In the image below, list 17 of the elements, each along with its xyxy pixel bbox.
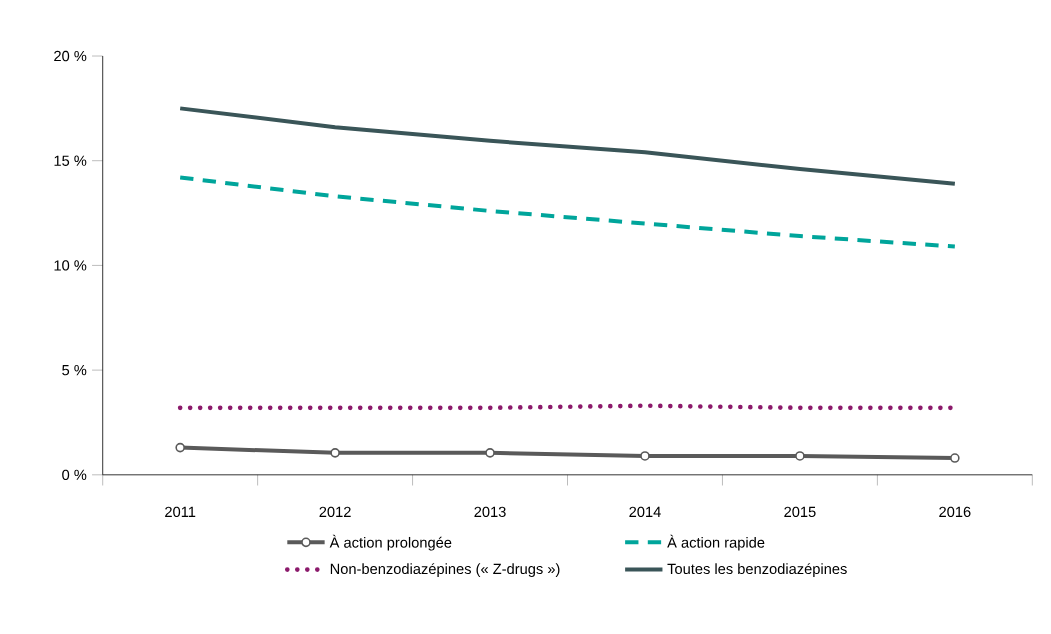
x-tick-label: 2011 [165,506,196,518]
legend-label: À action rapide [667,535,765,551]
x-tick-label: 2013 [474,506,506,518]
y-tick-label: 20 % [54,51,87,62]
x-tick-label: 2012 [319,506,351,518]
y-tick-label: 10 % [54,260,87,271]
line-series [178,106,957,186]
legend-label: Toutes les benzodiazépines [667,563,847,578]
legend-label: À action prolongée [329,535,452,551]
x-tick-label: 2016 [939,506,971,518]
y-tick-label: 5 % [62,365,87,376]
legend-label: Non-benzodiazépines (« Z-drugs ») [330,563,560,578]
line-series [178,175,957,249]
y-tick-label: 0 % [62,469,87,481]
y-tick-label: 15 % [54,155,87,167]
x-tick-label: 2015 [784,506,816,518]
x-tick-label: 2014 [629,506,661,518]
